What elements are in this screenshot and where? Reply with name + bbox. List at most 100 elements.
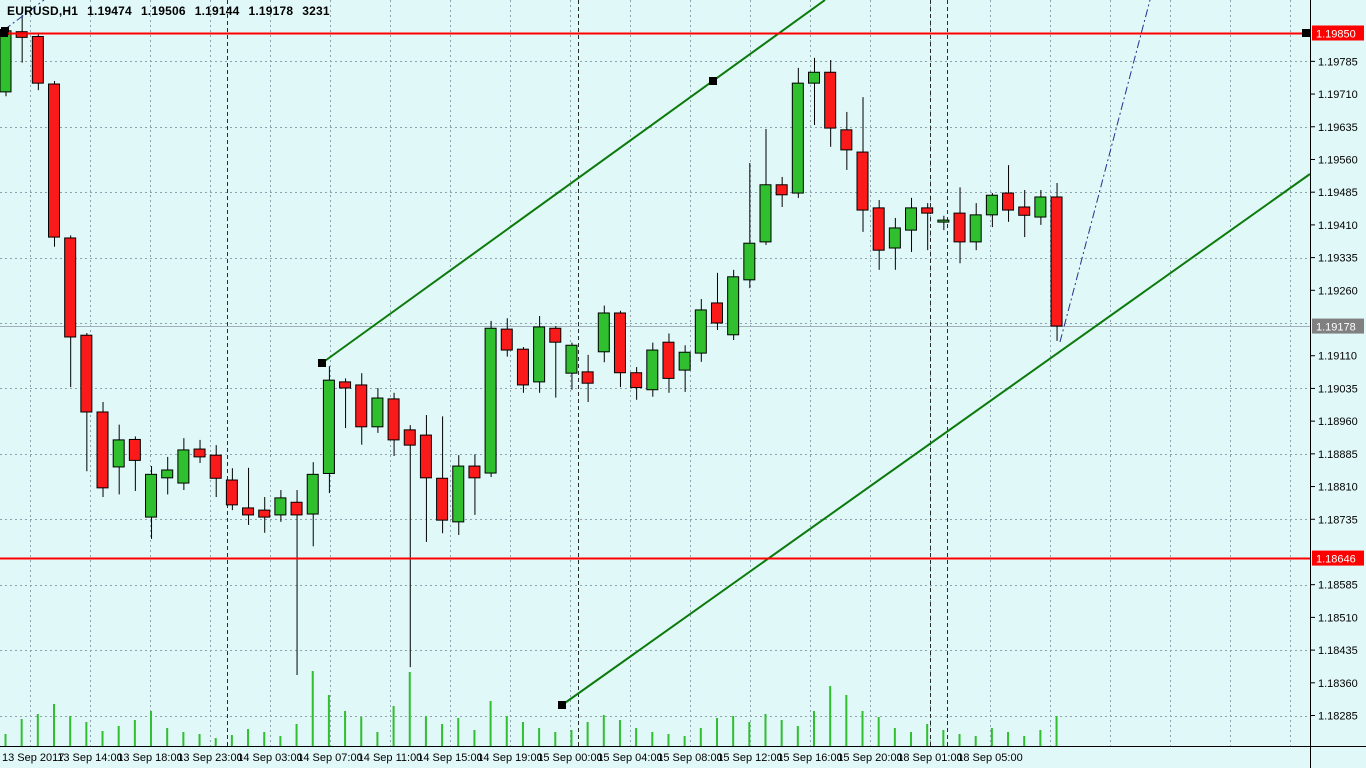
candle-bear <box>225 479 238 506</box>
volume-bar <box>344 711 347 746</box>
volume-bar <box>408 672 411 746</box>
volume-bar <box>360 717 363 746</box>
time-axis-label: 13 Sep 23:00 <box>177 752 242 764</box>
candle-bear <box>387 398 400 441</box>
candle-bull <box>791 82 804 194</box>
volume-bar <box>473 730 476 746</box>
candle-bull <box>969 214 982 243</box>
candle-bear <box>1002 192 1015 211</box>
volume-bar <box>230 735 233 746</box>
volume-bar <box>521 722 524 746</box>
volume-bar <box>85 722 88 746</box>
candle-bull <box>177 449 190 484</box>
volume-bar <box>683 736 686 746</box>
time-axis-label: 15 Sep 12:00 <box>717 752 782 764</box>
channel-lower[interactable] <box>561 173 1311 706</box>
candle-bear <box>258 509 271 518</box>
candle-bull <box>533 326 546 383</box>
price-tick-label: 1.18810 <box>1318 482 1358 494</box>
candle-bear <box>290 501 303 516</box>
price-tick-label: 1.19485 <box>1318 187 1358 199</box>
candle-bear <box>613 312 626 374</box>
time-axis-label: 14 Sep 19:00 <box>477 752 542 764</box>
candle-bull <box>937 219 950 223</box>
volume-bar <box>441 724 444 746</box>
chart-title: EURUSD,H1 1.19474 1.19506 1.19144 1.19178 323… <box>7 4 339 18</box>
candle-bull <box>743 242 756 281</box>
time-axis-label: 15 Sep 04:00 <box>597 752 662 764</box>
candle-bear <box>436 477 449 521</box>
volume-bar <box>311 671 314 746</box>
volume-bar <box>699 728 702 746</box>
candle-bear <box>128 438 141 461</box>
price-badge-label: 1.19850 <box>1316 29 1356 41</box>
price-tick-label: 1.18585 <box>1318 580 1358 592</box>
volume-bar <box>667 734 670 746</box>
volume-bar <box>538 728 541 746</box>
volume-bar <box>133 720 136 746</box>
candle-bear <box>840 129 853 151</box>
volume-bar <box>53 704 56 746</box>
dash-trendline-right[interactable] <box>1059 0 1151 343</box>
candle-bull <box>452 465 465 523</box>
channel-lower-handle[interactable] <box>558 701 566 709</box>
candle-bear <box>630 372 643 389</box>
candle-bear <box>1050 196 1063 327</box>
volume-bar <box>166 728 169 746</box>
candle-bear <box>64 237 77 338</box>
candle-bull <box>1034 196 1047 218</box>
price-tick-label: 1.18735 <box>1318 514 1358 526</box>
price-tick-label: 1.18960 <box>1318 416 1358 428</box>
time-axis-label: 15 Sep 16:00 <box>777 752 842 764</box>
volume-bar <box>586 722 589 746</box>
volume-bar <box>829 686 832 746</box>
volume-bar <box>182 732 185 746</box>
volume-bar <box>602 715 605 746</box>
volume-bar <box>457 718 460 746</box>
time-axis-label: 14 Sep 03:00 <box>237 752 302 764</box>
volume-bar <box>796 726 799 746</box>
hline-handle[interactable] <box>1302 29 1310 37</box>
candle-bear <box>824 71 837 129</box>
candle-bull <box>727 276 740 336</box>
hline-handle[interactable] <box>0 29 8 37</box>
candle-bear <box>31 35 44 84</box>
volume-bar <box>295 724 298 746</box>
candle-bear <box>581 371 594 384</box>
volume-bar <box>651 732 654 746</box>
channel-upper[interactable] <box>321 0 826 364</box>
time-axis-label: 13 Sep 18:00 <box>117 752 182 764</box>
candle-bear <box>516 348 529 386</box>
channel-upper-handle[interactable] <box>318 359 326 367</box>
candle-bull <box>905 207 918 231</box>
volume-bar <box>1039 730 1042 746</box>
volume-bar <box>942 730 945 746</box>
price-badge <box>1312 550 1364 566</box>
candle-bear <box>468 465 481 479</box>
volume-bar <box>780 720 783 746</box>
candle-bear <box>1018 206 1031 216</box>
price-tick-label: 1.19560 <box>1318 154 1358 166</box>
candle-bull <box>565 344 578 374</box>
candle-bear <box>48 83 61 238</box>
candle-bear <box>419 434 432 479</box>
volume-bar <box>958 734 961 746</box>
price-tick-label: 1.19110 <box>1318 351 1357 363</box>
time-axis-label: 18 Sep 05:00 <box>957 752 1022 764</box>
candle-bear <box>500 328 513 351</box>
candle-bear <box>403 429 416 446</box>
volume-bar <box>392 706 395 746</box>
price-tick-label: 1.19710 <box>1318 89 1358 101</box>
volume-bar <box>1007 732 1010 746</box>
channel-upper-handle[interactable] <box>709 77 717 85</box>
candle-bull <box>0 30 12 93</box>
price-badge-label: 1.18646 <box>1316 554 1356 566</box>
candle-bull <box>371 397 384 428</box>
volume-bar <box>748 722 751 746</box>
candle-bull <box>306 473 319 515</box>
price-badge-label: 1.19178 <box>1316 322 1356 334</box>
volume-bar <box>1023 736 1026 746</box>
title-low: 1.19144 <box>194 4 240 18</box>
volume-bar <box>813 711 815 746</box>
